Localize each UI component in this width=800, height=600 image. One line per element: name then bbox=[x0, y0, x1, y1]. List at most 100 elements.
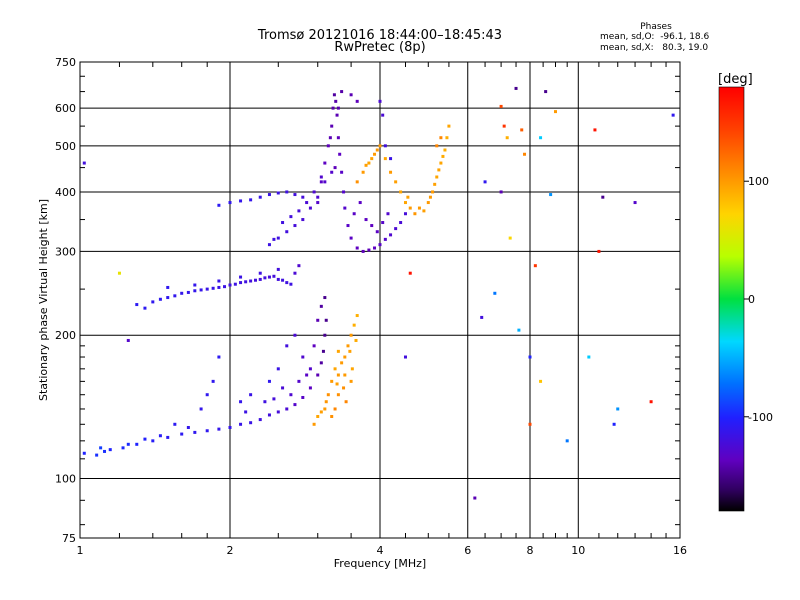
data-point bbox=[319, 180, 323, 184]
data-point bbox=[289, 393, 293, 397]
plot-frame bbox=[79, 61, 681, 539]
axis-ticks bbox=[80, 62, 680, 538]
data-point bbox=[244, 410, 248, 414]
x-tick-label: 16 bbox=[673, 544, 687, 557]
data-point bbox=[166, 296, 170, 300]
data-point bbox=[217, 427, 221, 431]
data-point bbox=[447, 124, 451, 128]
data-point bbox=[433, 182, 437, 186]
data-point bbox=[593, 128, 597, 132]
data-point bbox=[330, 379, 334, 383]
data-point bbox=[239, 281, 243, 285]
data-point bbox=[381, 113, 385, 117]
data-point bbox=[375, 148, 379, 152]
data-point bbox=[367, 161, 371, 165]
data-point bbox=[205, 429, 209, 433]
data-point bbox=[399, 190, 403, 194]
data-point bbox=[293, 403, 297, 407]
data-point bbox=[301, 218, 305, 222]
data-point bbox=[316, 318, 320, 322]
data-point bbox=[312, 344, 316, 348]
data-point bbox=[151, 300, 155, 304]
data-point bbox=[381, 221, 385, 225]
data-point bbox=[289, 215, 293, 219]
data-point bbox=[308, 206, 312, 210]
data-point bbox=[293, 224, 297, 228]
data-point bbox=[186, 290, 190, 294]
data-point bbox=[539, 379, 543, 383]
data-point bbox=[649, 400, 653, 404]
data-point bbox=[103, 449, 107, 453]
y-tick-label: 100 bbox=[55, 473, 76, 486]
data-point bbox=[346, 344, 350, 348]
data-point bbox=[330, 124, 334, 128]
data-point bbox=[319, 175, 323, 179]
data-point bbox=[445, 136, 449, 140]
data-point bbox=[253, 278, 257, 282]
data-point bbox=[143, 437, 147, 441]
data-point bbox=[439, 136, 443, 140]
data-point bbox=[323, 407, 327, 411]
data-point bbox=[233, 282, 237, 286]
data-point bbox=[323, 296, 327, 300]
data-point bbox=[239, 422, 243, 426]
data-point bbox=[549, 193, 553, 197]
y-axis-label: Stationary phase Virtual Height [km] bbox=[37, 199, 50, 401]
data-point bbox=[403, 355, 407, 359]
data-point bbox=[308, 367, 312, 371]
data-point bbox=[344, 400, 348, 404]
data-point bbox=[517, 328, 521, 332]
data-point bbox=[336, 136, 340, 140]
data-point bbox=[352, 323, 356, 327]
data-point bbox=[249, 279, 253, 283]
data-point bbox=[312, 190, 316, 194]
data-point bbox=[616, 407, 620, 411]
stats-title: Phases bbox=[640, 22, 672, 32]
data-point bbox=[99, 446, 103, 450]
data-point bbox=[258, 277, 262, 281]
data-point bbox=[205, 393, 209, 397]
data-point bbox=[336, 393, 340, 397]
data-point bbox=[166, 435, 170, 439]
data-point bbox=[443, 148, 447, 152]
data-point bbox=[82, 451, 86, 455]
data-point bbox=[158, 297, 162, 301]
data-point bbox=[267, 379, 271, 383]
data-point bbox=[316, 195, 320, 199]
data-point bbox=[355, 246, 359, 250]
data-point bbox=[267, 275, 271, 279]
data-point bbox=[406, 195, 410, 199]
data-point bbox=[361, 249, 365, 253]
data-point bbox=[403, 212, 407, 216]
stats-o-mode: mean, sd,O: -96.1, 18.6 bbox=[600, 32, 710, 42]
data-point bbox=[336, 106, 340, 110]
data-point bbox=[276, 191, 280, 195]
data-point bbox=[258, 418, 262, 422]
colorbar-label: [deg] bbox=[718, 72, 753, 87]
data-point bbox=[601, 195, 605, 199]
data-point bbox=[355, 314, 359, 318]
data-point bbox=[249, 198, 253, 202]
data-points bbox=[82, 86, 675, 500]
data-point bbox=[319, 361, 323, 365]
data-point bbox=[316, 201, 320, 205]
data-point bbox=[199, 407, 203, 411]
data-point bbox=[349, 93, 353, 97]
data-point bbox=[383, 237, 387, 241]
data-point bbox=[249, 421, 253, 425]
data-point bbox=[297, 209, 301, 213]
data-point bbox=[276, 277, 280, 281]
data-point bbox=[502, 124, 506, 128]
data-point bbox=[281, 386, 285, 390]
data-point bbox=[276, 267, 280, 271]
data-point bbox=[364, 163, 368, 167]
data-point bbox=[293, 271, 297, 275]
data-point bbox=[334, 99, 338, 103]
data-point bbox=[267, 243, 271, 247]
data-point bbox=[193, 283, 197, 287]
data-point bbox=[358, 201, 362, 205]
data-point bbox=[375, 230, 379, 234]
data-point bbox=[349, 379, 353, 383]
data-point bbox=[483, 180, 487, 184]
data-point bbox=[297, 379, 301, 383]
